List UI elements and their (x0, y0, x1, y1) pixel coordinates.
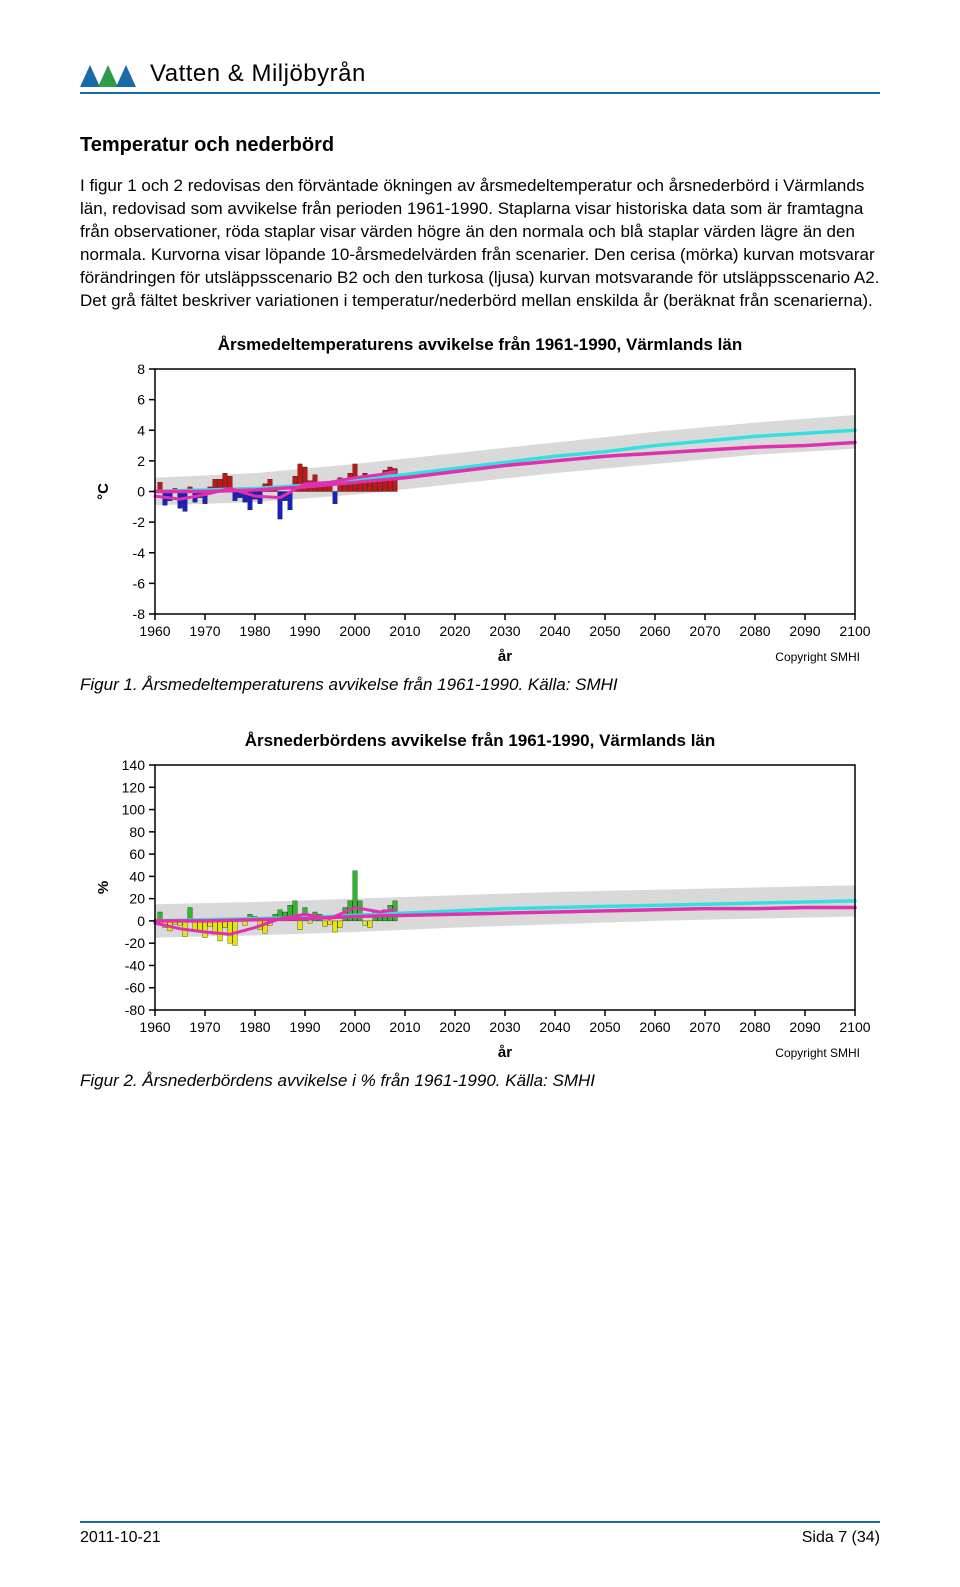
svg-text:20: 20 (129, 890, 145, 906)
svg-text:2020: 2020 (439, 623, 470, 639)
chart-1-svg: -8 -6 -4 -2 0 2 4 6 8 1960 1970 1980 1990 2000 2010 202… (90, 359, 870, 669)
svg-text:-4: -4 (133, 544, 146, 560)
svg-text:2000: 2000 (339, 1019, 370, 1035)
svg-text:2030: 2030 (489, 623, 520, 639)
page-header: Vatten & Miljöbyrån (80, 60, 880, 94)
body-paragraph: I figur 1 och 2 redovisas den förväntade… (80, 175, 880, 313)
svg-text:80: 80 (129, 823, 145, 839)
footer-date: 2011-10-21 (80, 1529, 161, 1547)
svg-text:-8: -8 (133, 606, 146, 622)
chart-1: Årsmedeltemperaturens avvikelse från 196… (80, 335, 880, 669)
svg-text:2090: 2090 (789, 623, 820, 639)
svg-text:Copyright SMHI: Copyright SMHI (775, 1046, 860, 1060)
svg-text:2090: 2090 (789, 1019, 820, 1035)
chart-1-title: Årsmedeltemperaturens avvikelse från 196… (80, 335, 880, 355)
svg-text:1960: 1960 (139, 623, 170, 639)
svg-text:1980: 1980 (239, 1019, 270, 1035)
svg-text:60: 60 (129, 846, 145, 862)
svg-text:-60: -60 (125, 979, 145, 995)
svg-text:1990: 1990 (289, 1019, 320, 1035)
svg-text:2020: 2020 (439, 1019, 470, 1035)
svg-text:°C: °C (95, 483, 112, 500)
svg-text:Copyright SMHI: Copyright SMHI (775, 650, 860, 664)
svg-text:2040: 2040 (539, 1019, 570, 1035)
svg-text:2070: 2070 (689, 1019, 720, 1035)
svg-text:40: 40 (129, 868, 145, 884)
svg-text:4: 4 (137, 422, 145, 438)
svg-text:%: % (95, 880, 112, 893)
svg-text:120: 120 (122, 779, 146, 795)
svg-text:2080: 2080 (739, 623, 770, 639)
svg-text:2080: 2080 (739, 1019, 770, 1035)
svg-text:-80: -80 (125, 1002, 145, 1018)
svg-text:2100: 2100 (839, 623, 870, 639)
svg-text:8: 8 (137, 361, 145, 377)
logo-icon (80, 61, 140, 87)
chart-2-svg: -80-60-40-200204060801001201401960197019… (90, 755, 870, 1065)
svg-text:2030: 2030 (489, 1019, 520, 1035)
svg-text:2060: 2060 (639, 623, 670, 639)
svg-text:1990: 1990 (289, 623, 320, 639)
svg-text:2050: 2050 (589, 623, 620, 639)
page-footer: 2011-10-21 Sida 7 (34) (80, 1521, 880, 1547)
svg-text:2: 2 (137, 453, 145, 469)
svg-text:0: 0 (137, 913, 145, 929)
chart-2-title: Årsnederbördens avvikelse från 1961-1990… (80, 731, 880, 751)
svg-text:2100: 2100 (839, 1019, 870, 1035)
svg-text:2000: 2000 (339, 623, 370, 639)
svg-text:2010: 2010 (389, 1019, 420, 1035)
caption-1: Figur 1. Årsmedeltemperaturens avvikelse… (80, 675, 880, 695)
svg-text:0: 0 (137, 483, 145, 499)
svg-text:2010: 2010 (389, 623, 420, 639)
svg-text:140: 140 (122, 757, 146, 773)
section-title: Temperatur och nederbörd (80, 134, 880, 157)
chart-2: Årsnederbördens avvikelse från 1961-1990… (80, 731, 880, 1065)
svg-text:-40: -40 (125, 957, 145, 973)
svg-text:-20: -20 (125, 935, 145, 951)
svg-text:1970: 1970 (189, 623, 220, 639)
svg-text:2070: 2070 (689, 623, 720, 639)
company-name: Vatten & Miljöbyrån (150, 60, 366, 88)
svg-text:2060: 2060 (639, 1019, 670, 1035)
svg-text:100: 100 (122, 801, 146, 817)
svg-text:2040: 2040 (539, 623, 570, 639)
svg-text:-2: -2 (133, 514, 146, 530)
svg-text:1970: 1970 (189, 1019, 220, 1035)
svg-text:år: år (498, 648, 512, 665)
svg-text:1980: 1980 (239, 623, 270, 639)
footer-page: Sida 7 (34) (802, 1529, 880, 1547)
svg-text:6: 6 (137, 391, 145, 407)
svg-text:1960: 1960 (139, 1019, 170, 1035)
caption-2: Figur 2. Årsnederbördens avvikelse i % f… (80, 1071, 880, 1091)
svg-text:2050: 2050 (589, 1019, 620, 1035)
svg-text:-6: -6 (133, 575, 146, 591)
svg-text:år: år (498, 1044, 512, 1061)
